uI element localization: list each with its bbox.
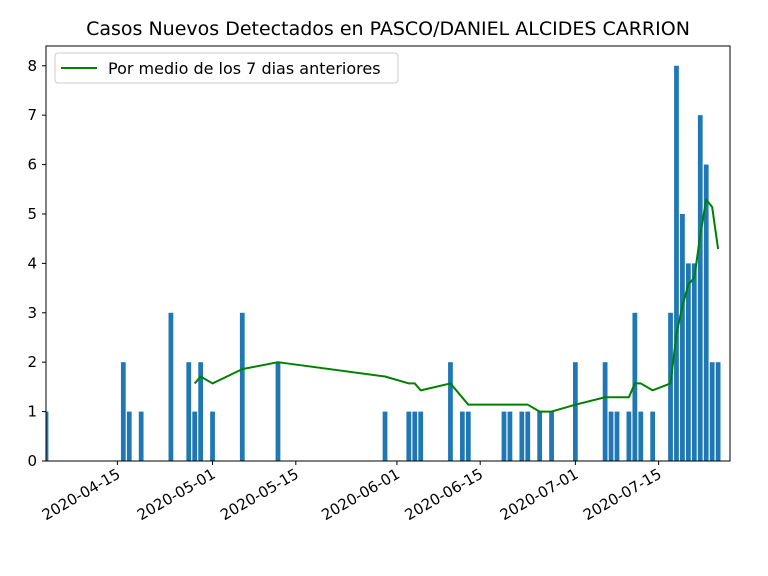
bar-2020-06-20 <box>507 411 513 461</box>
bar-2020-07-01 <box>572 362 578 461</box>
bar-2020-06-10 <box>448 362 453 461</box>
x-tick-label-2020-07-01: 2020-07-01 <box>497 465 582 524</box>
legend: Por medio de los 7 dias anteriores <box>54 52 399 84</box>
bar-2020-04-27 <box>186 362 192 461</box>
bar-2020-07-10 <box>626 411 632 461</box>
y-tick-label-3: 3 <box>27 304 37 322</box>
bar-2020-07-11 <box>632 312 638 461</box>
bar-2020-06-25 <box>537 411 543 461</box>
bar-2020-07-08 <box>614 411 620 461</box>
bar-2020-07-12 <box>638 411 644 461</box>
y-tick-label-8: 8 <box>27 57 37 75</box>
bar-2020-04-17 <box>126 411 132 461</box>
x-tick-label-2020-05-15: 2020-05-15 <box>217 465 302 524</box>
moving-average-line <box>193 198 720 413</box>
y-tick-label-7: 7 <box>27 106 37 124</box>
bar-2020-04-24 <box>168 312 174 461</box>
bar-2020-06-13 <box>465 411 471 461</box>
bar-2020-04-03 <box>46 411 49 461</box>
bar-2020-07-14 <box>650 411 656 461</box>
bar-2020-07-19 <box>680 213 685 461</box>
x-tick-label-2020-07-15: 2020-07-15 <box>580 465 665 524</box>
bar-2020-07-17 <box>668 312 673 461</box>
y-tick-label-5: 5 <box>27 205 37 223</box>
x-tick-label-2020-05-01: 2020-05-01 <box>134 465 219 524</box>
bar-2020-05-30 <box>382 411 388 461</box>
bar-2020-07-20 <box>685 263 691 461</box>
bar-2020-07-18 <box>674 65 679 461</box>
bar-2020-04-19 <box>138 411 144 461</box>
y-axis: 0 1 2 3 4 5 6 7 8 <box>27 57 46 470</box>
bar-2020-06-12 <box>459 411 465 461</box>
legend-label: Por medio de los 7 dias anteriores <box>108 59 381 78</box>
y-tick-label-4: 4 <box>27 254 37 272</box>
plot-frame <box>45 45 731 462</box>
bars <box>46 65 721 462</box>
x-tick-label-2020-06-15: 2020-06-15 <box>402 465 487 524</box>
bar-2020-06-23 <box>525 411 531 461</box>
bar-2020-05-01 <box>210 411 215 461</box>
x-tick-label-2020-04-15: 2020-04-15 <box>39 465 124 524</box>
bar-2020-05-12 <box>275 362 281 461</box>
y-tick-label-6: 6 <box>27 156 37 174</box>
bar-2020-04-28 <box>192 411 198 461</box>
bar-2020-05-06 <box>239 312 245 461</box>
bar-2020-07-07 <box>608 411 614 461</box>
legend-box <box>54 52 399 84</box>
bar-2020-07-24 <box>709 362 715 461</box>
y-tick-label-2: 2 <box>27 353 37 371</box>
y-tick-label-0: 0 <box>27 452 37 470</box>
bar-2020-06-04 <box>412 411 418 461</box>
bar-2020-06-19 <box>501 411 507 461</box>
bar-2020-04-29 <box>198 362 204 461</box>
bar-2020-06-05 <box>418 411 424 461</box>
bar-2020-07-06 <box>602 362 608 461</box>
bar-2020-07-22 <box>697 115 703 462</box>
bar-2020-07-23 <box>703 164 709 461</box>
bar-2020-06-03 <box>406 411 412 461</box>
bar-2020-07-21 <box>691 263 697 461</box>
bar-2020-07-25 <box>715 362 721 461</box>
bar-2020-06-27 <box>549 411 554 461</box>
chart-title: Casos Nuevos Detectados en PASCO/DANIEL … <box>86 18 690 40</box>
bar-2020-06-22 <box>519 411 525 461</box>
y-tick-label-1: 1 <box>27 403 37 421</box>
bar-2020-04-16 <box>120 362 126 461</box>
moving-average-polyline <box>193 198 720 413</box>
x-tick-label-2020-06-01: 2020-06-01 <box>318 465 403 524</box>
